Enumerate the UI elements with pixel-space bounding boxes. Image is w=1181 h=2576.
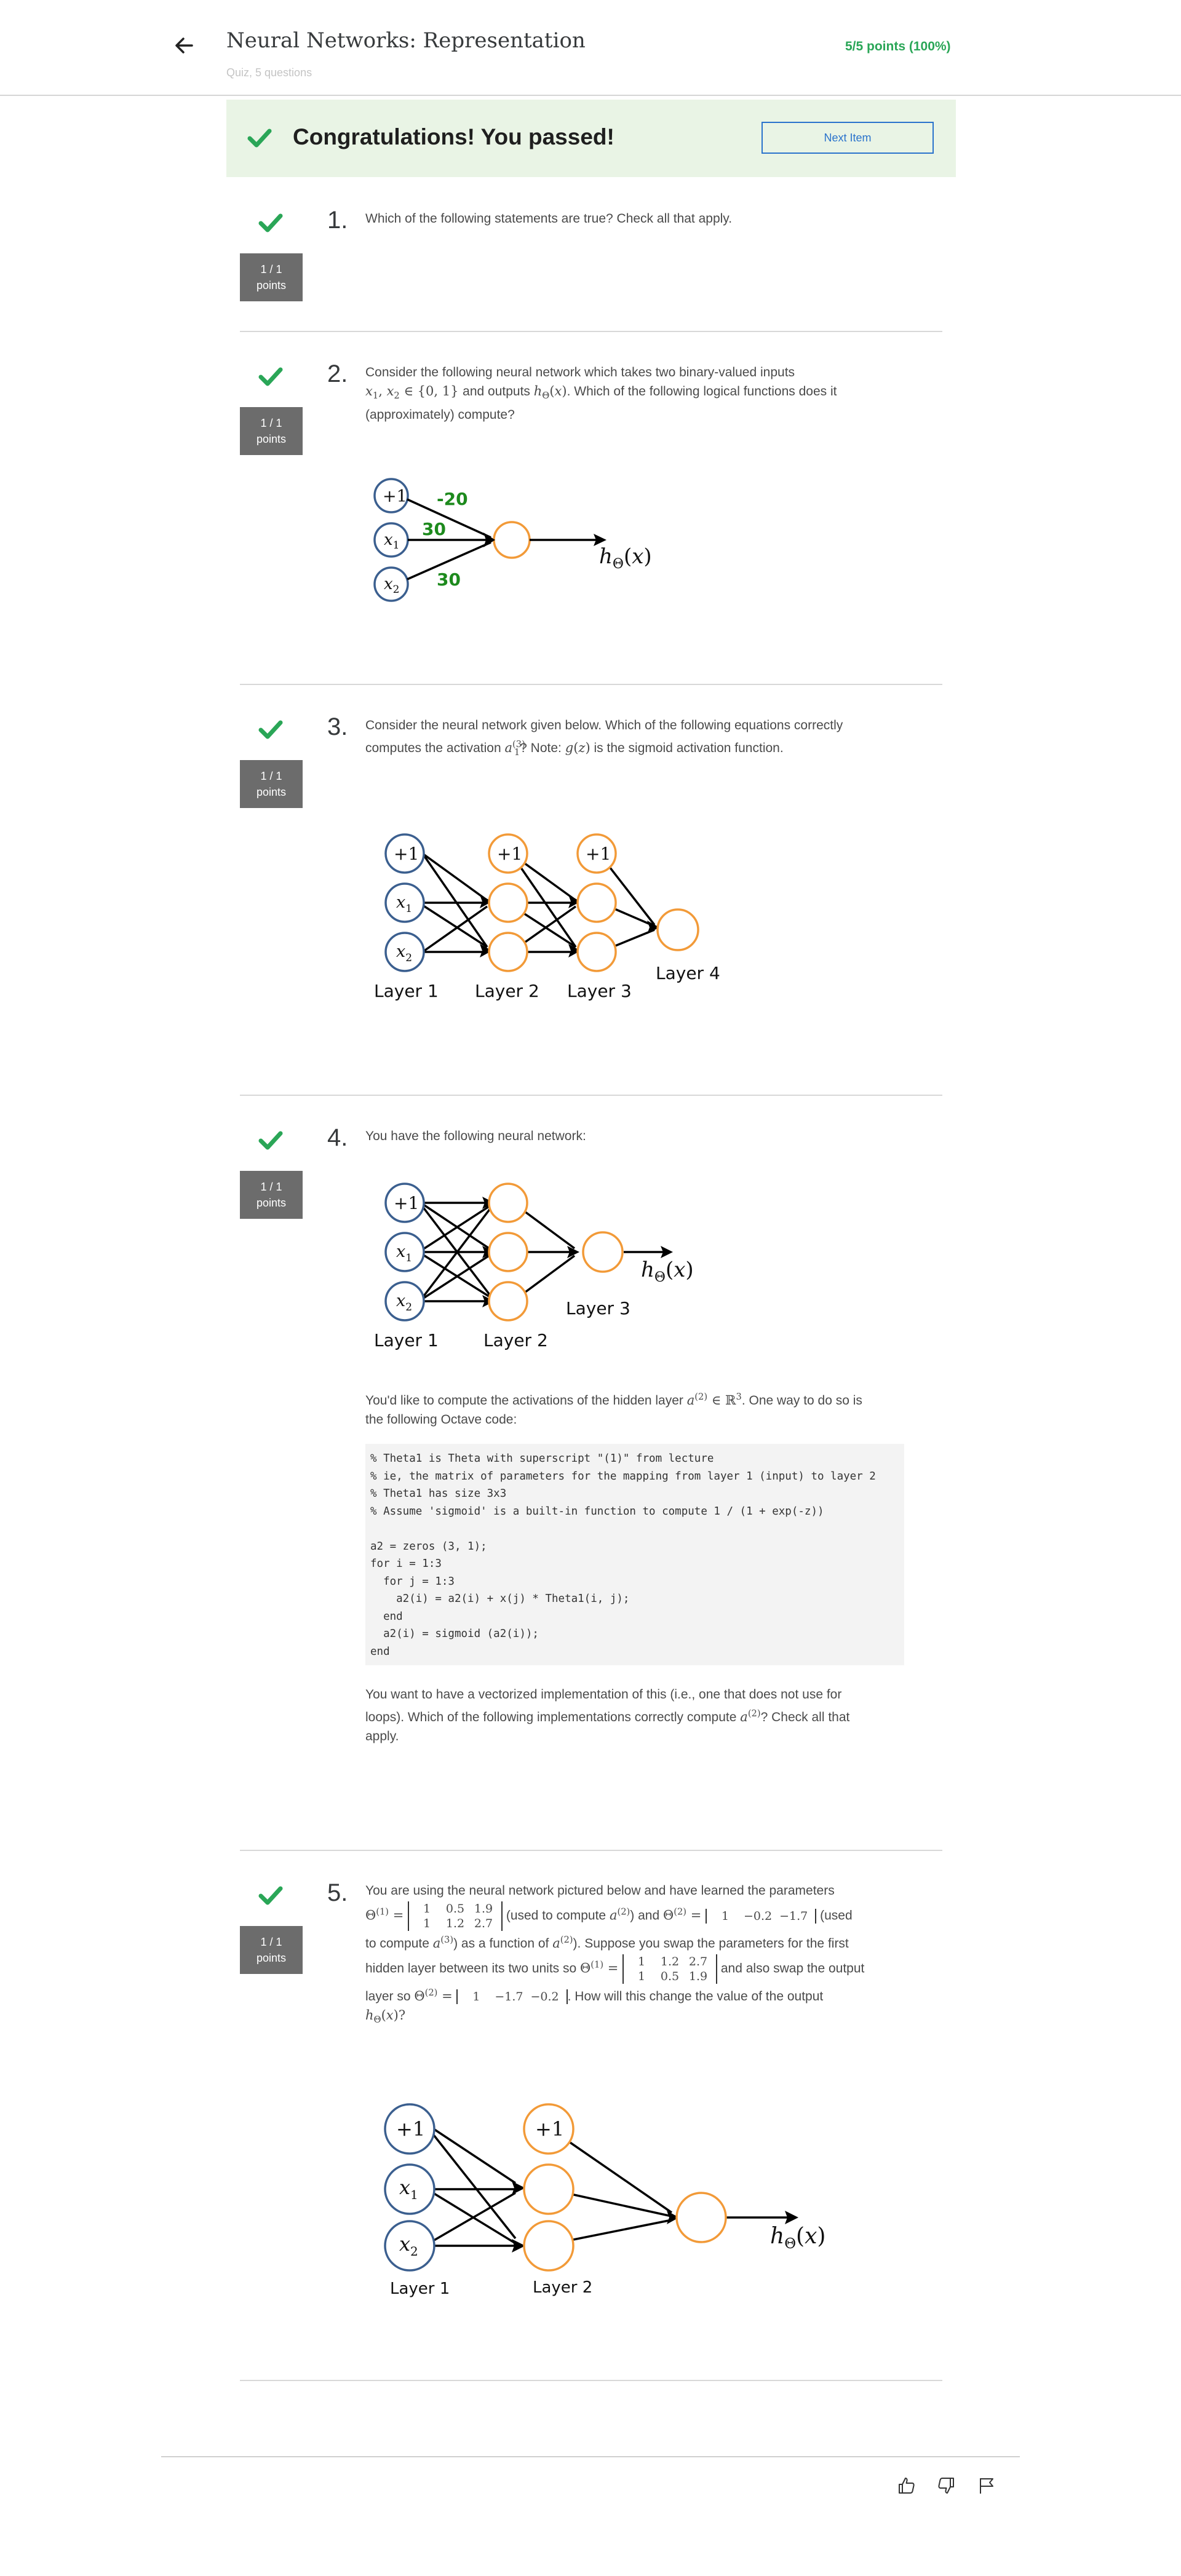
check-icon xyxy=(258,1886,283,1905)
question-number: 1. xyxy=(327,207,348,234)
svg-text:hΘ(x): hΘ(x) xyxy=(770,2224,825,2252)
weight-label: 30 xyxy=(437,569,461,590)
points-badge: 1 / 1 points xyxy=(240,253,303,301)
points-badge: 1 / 1 points xyxy=(240,1926,303,1974)
svg-text:+1: +1 xyxy=(396,2117,425,2141)
check-icon xyxy=(258,720,283,739)
theta2-swapped-vector: 1 −1.7 −0.2 xyxy=(456,1989,568,2005)
points-badge: 1 / 1 points xyxy=(240,1171,303,1219)
divider xyxy=(240,684,942,685)
layer-label: Layer 2 xyxy=(533,2278,592,2297)
next-item-button[interactable]: Next Item xyxy=(761,122,934,154)
svg-text:hΘ(x): hΘ(x) xyxy=(641,1258,694,1285)
question-text: You want to have a vectorized implementa… xyxy=(365,1687,850,1743)
svg-text:+1: +1 xyxy=(383,487,407,506)
flag-icon[interactable] xyxy=(977,2476,996,2495)
passed-message: Congratulations! You passed! xyxy=(293,124,614,149)
layer-label: Layer 2 xyxy=(475,981,539,1001)
check-icon xyxy=(258,213,283,232)
theta1-swapped-matrix: 1 1.2 2.7 1 0.5 1.9 xyxy=(622,1954,718,1984)
layer-label: Layer 2 xyxy=(483,1330,548,1350)
theta2-vector: 1 −0.2 −1.7 xyxy=(705,1909,817,1924)
passed-banner: Congratulations! You passed! Next Item xyxy=(226,100,956,177)
q3-network-diagram: +1 +1 +1 x1 x2 Layer 1 Layer 2 Layer 3 L… xyxy=(374,833,720,1001)
theta1-matrix: 1 0.5 1.9 1 1.2 2.7 xyxy=(407,1901,503,1931)
question-number: 4. xyxy=(327,1124,348,1151)
q5-network-diagram: +1 +1 x1 x2 hΘ(x) Layer 1 Layer 2 xyxy=(384,2103,825,2298)
check-icon xyxy=(247,129,272,148)
layer-label: Layer 3 xyxy=(567,981,632,1001)
divider xyxy=(240,331,942,332)
weight-label: -20 xyxy=(437,489,468,509)
score-badge: 5/5 points (100%) xyxy=(845,39,951,54)
q2-network-diagram: +1 x1 x2 -20 30 30 hΘ(x) xyxy=(373,478,652,602)
points-badge: 1 / 1 points xyxy=(240,407,303,455)
octave-code-block: % Theta1 is Theta with superscript "(1)"… xyxy=(365,1444,904,1665)
question-text: Which of the following statements are tr… xyxy=(365,212,733,226)
layer-label: Layer 1 xyxy=(390,2280,450,2298)
layer-label: Layer 4 xyxy=(656,963,720,983)
question-number: 2. xyxy=(327,360,348,387)
divider xyxy=(240,1850,942,1851)
layer-label: Layer 1 xyxy=(374,1330,439,1350)
question-text: You'd like to compute the activations of… xyxy=(365,1392,862,1427)
page-title: Neural Networks: Representation xyxy=(226,28,586,53)
svg-text:+1: +1 xyxy=(535,2117,564,2141)
svg-text:+1: +1 xyxy=(497,844,522,864)
thumbs-up-icon[interactable] xyxy=(897,2476,917,2495)
layer-label: Layer 1 xyxy=(374,981,439,1001)
question-text: Consider the following neural network wh… xyxy=(365,365,837,422)
svg-text:+1: +1 xyxy=(586,844,611,864)
question-text: You are using the neural network picture… xyxy=(365,1884,865,2026)
svg-text:+1: +1 xyxy=(394,1193,419,1213)
question-number: 3. xyxy=(327,713,348,740)
question-number: 5. xyxy=(327,1879,348,1906)
divider xyxy=(240,1095,942,1096)
check-icon xyxy=(258,367,283,386)
question-text: You have the following neural network: xyxy=(365,1129,586,1143)
layer-label: Layer 3 xyxy=(566,1298,630,1318)
svg-text:hΘ(x): hΘ(x) xyxy=(599,544,652,572)
quiz-header: Neural Networks: Representation Quiz, 5 … xyxy=(0,0,1181,96)
points-badge: 1 / 1 points xyxy=(240,760,303,808)
divider xyxy=(240,2380,942,2381)
svg-text:+1: +1 xyxy=(394,844,419,864)
thumbs-down-icon[interactable] xyxy=(936,2476,956,2495)
quiz-subtitle: Quiz, 5 questions xyxy=(226,66,312,79)
question-text: Consider the neural network given below.… xyxy=(365,718,843,758)
footer-divider xyxy=(161,2456,1020,2457)
weight-label: 30 xyxy=(422,519,446,539)
q4-network-diagram: +1 x1 x2 hΘ(x) Layer 1 Layer 2 Layer 3 xyxy=(374,1183,694,1350)
back-arrow-icon[interactable] xyxy=(171,32,198,59)
check-icon xyxy=(258,1131,283,1150)
